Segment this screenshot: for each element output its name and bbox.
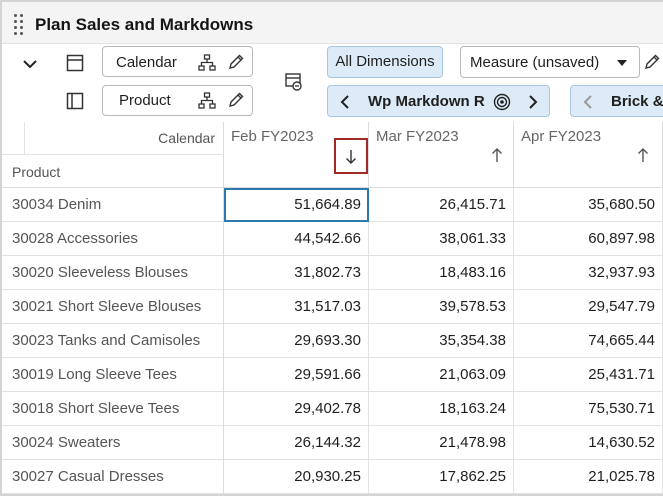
table-cell[interactable]: 21,478.98 [369, 426, 514, 460]
row-header-product[interactable]: 30020 Sleeveless Blouses [2, 256, 224, 290]
product-dimension-field[interactable]: Product [102, 85, 253, 116]
table-cell[interactable]: 25,431.71 [514, 358, 663, 392]
page-title: Plan Sales and Markdowns [35, 15, 254, 34]
table-cell[interactable]: 29,547.79 [514, 290, 663, 324]
title-bar: Plan Sales and Markdowns [2, 2, 663, 44]
toolbar: Calendar Product All Dim [2, 44, 663, 122]
table-row: 30021 Short Sleeve Blouses 31,517.03 39,57… [2, 290, 663, 324]
table-cell[interactable]: 26,415.71 [369, 188, 514, 222]
pager-label: Wp Markdown R [368, 93, 485, 110]
table-cell[interactable]: 38,061.33 [369, 222, 514, 256]
row-dimension-label: Product [12, 164, 61, 180]
table-row: 30019 Long Sleeve Tees 29,591.66 21,063.09… [2, 358, 663, 392]
measure-label: Measure (unsaved) [470, 54, 600, 71]
drag-handle-icon[interactable] [14, 14, 26, 36]
sort-highlight [334, 138, 368, 174]
caret-down-icon[interactable] [616, 58, 628, 68]
measure-pager: Wp Markdown R [327, 85, 550, 117]
row-header-product[interactable]: 30027 Casual Dresses [2, 460, 224, 494]
sort-descending-icon[interactable] [345, 149, 357, 165]
sort-ascending-icon[interactable] [491, 147, 503, 163]
data-grid: Calendar Product Feb FY2023 Mar FY2023 A… [2, 122, 663, 494]
column-header-label: Feb FY2023 [231, 128, 314, 145]
product-label: Product [119, 92, 171, 109]
row-header-product[interactable]: 30018 Short Sleeve Tees [2, 392, 224, 426]
table-cell[interactable]: 14,630.52 [514, 426, 663, 460]
table-cell[interactable]: 21,025.78 [514, 460, 663, 494]
table-cell[interactable]: 39,578.53 [369, 290, 514, 324]
selected-cell-outline [224, 188, 369, 222]
sort-ascending-icon[interactable] [637, 147, 649, 163]
chevron-down-icon[interactable] [20, 54, 40, 74]
table-cell[interactable]: 44,542.66 [224, 222, 369, 256]
edit-pencil-icon[interactable] [227, 91, 245, 109]
table-cell[interactable]: 35,680.50 [514, 188, 663, 222]
table-cell[interactable]: 75,530.71 [514, 392, 663, 426]
grid-corner-header: Calendar Product [2, 122, 224, 188]
table-cell[interactable]: 20,930.25 [224, 460, 369, 494]
calendar-label: Calendar [116, 54, 177, 71]
row-header-product[interactable]: 30028 Accessories [2, 222, 224, 256]
chevron-left-icon[interactable] [340, 95, 350, 109]
table-cell[interactable]: 60,897.98 [514, 222, 663, 256]
table-cell[interactable]: 35,354.38 [369, 324, 514, 358]
table-cell[interactable]: 17,862.25 [369, 460, 514, 494]
row-header-product[interactable]: 30034 Denim [2, 188, 224, 222]
edit-pencil-icon[interactable] [643, 53, 661, 71]
table-row: 30024 Sweaters 26,144.32 21,478.98 14,630.5… [2, 426, 663, 460]
secondary-pager-label: Brick & M [611, 93, 663, 110]
hierarchy-icon[interactable] [198, 92, 216, 110]
secondary-pager: Brick & M [570, 85, 663, 117]
table-cell[interactable]: 31,802.73 [224, 256, 369, 290]
pivot-settings-icon[interactable] [284, 72, 304, 92]
table-row: 30028 Accessories 44,542.66 38,061.33 60,89… [2, 222, 663, 256]
table-cell[interactable]: 18,483.16 [369, 256, 514, 290]
table-cell[interactable]: 18,163.24 [369, 392, 514, 426]
measure-select[interactable]: Measure (unsaved) [460, 46, 640, 78]
table-row: 30027 Casual Dresses 20,930.25 17,862.25 21… [2, 460, 663, 494]
table-row: 30023 Tanks and Camisoles 29,693.30 35,354… [2, 324, 663, 358]
row-header-product[interactable]: 30024 Sweaters [2, 426, 224, 460]
table-cell[interactable]: 29,693.30 [224, 324, 369, 358]
row-header-product[interactable]: 30023 Tanks and Camisoles [2, 324, 224, 358]
chevron-left-icon[interactable] [583, 95, 593, 109]
edit-pencil-icon[interactable] [227, 53, 245, 71]
table-cell[interactable]: 31,517.03 [224, 290, 369, 324]
panel-layout-icon[interactable] [66, 92, 84, 110]
calendar-dimension-field[interactable]: Calendar [102, 46, 253, 77]
row-header-product[interactable]: 30021 Short Sleeve Blouses [2, 290, 224, 324]
table-row: 30020 Sleeveless Blouses 31,802.73 18,483.… [2, 256, 663, 290]
table-cell[interactable]: 74,665.44 [514, 324, 663, 358]
table-cell[interactable]: 32,937.93 [514, 256, 663, 290]
table-cell[interactable]: 29,402.78 [224, 392, 369, 426]
chevron-right-icon[interactable] [528, 95, 538, 109]
table-layout-icon[interactable] [66, 54, 84, 72]
row-header-product[interactable]: 30019 Long Sleeve Tees [2, 358, 224, 392]
column-dimension-label: Calendar [158, 130, 215, 146]
column-header-label: Mar FY2023 [376, 128, 459, 145]
table-row: 30034 Denim 51,664.89 26,415.71 35,680.50 [2, 188, 663, 222]
table-cell[interactable]: 29,591.66 [224, 358, 369, 392]
column-header-apr[interactable]: Apr FY2023 [514, 122, 663, 188]
table-cell[interactable]: 26,144.32 [224, 426, 369, 460]
all-dimensions-button[interactable]: All Dimensions [327, 46, 443, 78]
table-row: 30018 Short Sleeve Tees 29,402.78 18,163.2… [2, 392, 663, 426]
hierarchy-icon[interactable] [198, 54, 216, 72]
target-icon[interactable] [493, 93, 511, 111]
column-header-label: Apr FY2023 [521, 128, 602, 145]
column-header-mar[interactable]: Mar FY2023 [369, 122, 514, 188]
table-cell[interactable]: 21,063.09 [369, 358, 514, 392]
column-header-feb[interactable]: Feb FY2023 [224, 122, 369, 188]
